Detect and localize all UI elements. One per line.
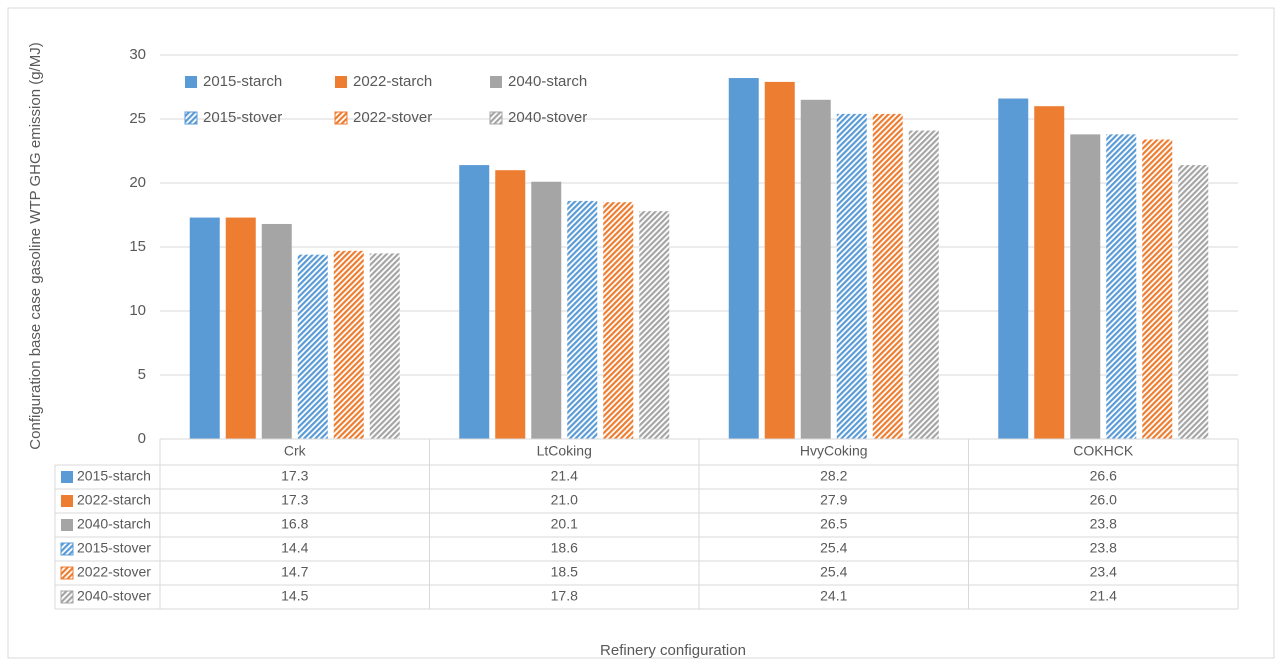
- table-cell: 26.5: [820, 516, 847, 532]
- bar: [1034, 106, 1065, 439]
- table-cell: 28.2: [820, 468, 847, 484]
- table-legend-key: [61, 471, 73, 483]
- legend-key: [489, 111, 503, 125]
- y-tick-label: 15: [129, 238, 146, 255]
- x-tick-label: LtCoking: [537, 443, 592, 459]
- table-cell: 17.3: [281, 492, 308, 508]
- table-cell: 18.5: [551, 564, 578, 580]
- table-legend-key: [61, 495, 73, 507]
- table-cell: 24.1: [820, 588, 847, 604]
- bar: [297, 254, 328, 439]
- bar: [495, 170, 526, 439]
- bar: [800, 99, 831, 440]
- bar: [567, 200, 598, 439]
- table-cell: 26.0: [1090, 492, 1117, 508]
- table-legend-key: [61, 519, 73, 531]
- bar: [728, 78, 759, 439]
- table-cell: 21.4: [1090, 588, 1117, 604]
- y-tick-label: 20: [129, 174, 146, 191]
- legend-label: 2015-starch: [203, 73, 282, 90]
- legend-key: [185, 76, 197, 88]
- table-cell: 21.4: [551, 468, 578, 484]
- table-cell: 25.4: [820, 540, 847, 556]
- y-tick-label: 25: [129, 110, 146, 127]
- table-cell: 18.6: [551, 540, 578, 556]
- table-cell: 25.4: [820, 564, 847, 580]
- legend-label: 2022-stover: [353, 109, 432, 126]
- y-tick-label: 0: [138, 430, 146, 447]
- table-cell: 17.8: [551, 588, 578, 604]
- y-axis-label: Configuration base case gasoline WTP GHG…: [27, 42, 44, 449]
- legend-key: [184, 111, 198, 125]
- bar: [189, 217, 220, 439]
- table-cell: 20.1: [551, 516, 578, 532]
- bar: [531, 181, 562, 439]
- table-cell: 27.9: [820, 492, 847, 508]
- bar: [836, 113, 867, 439]
- bar: [1070, 134, 1101, 440]
- bar: [603, 202, 634, 439]
- table-cell: 21.0: [551, 492, 578, 508]
- table-cell: 23.4: [1090, 564, 1117, 580]
- bar: [1178, 165, 1209, 439]
- x-axis-label: Refinery configuration: [600, 642, 746, 659]
- table-cell: 26.6: [1090, 468, 1117, 484]
- legend-label: 2015-stover: [203, 109, 282, 126]
- table-cell: 23.8: [1090, 516, 1117, 532]
- y-tick-label: 10: [129, 302, 146, 319]
- chart-frame: [7, 7, 1275, 659]
- bar: [225, 217, 256, 439]
- table-row-label: 2022-stover: [77, 564, 151, 580]
- table-row-label: 2015-stover: [77, 540, 151, 556]
- bar: [998, 98, 1029, 440]
- table-cell: 23.8: [1090, 540, 1117, 556]
- bar: [908, 130, 939, 439]
- legend-key: [490, 76, 502, 88]
- table-legend-key: [60, 590, 74, 604]
- table-row-label: 2022-starch: [77, 492, 151, 508]
- bar: [639, 211, 670, 439]
- y-tick-label: 5: [138, 366, 146, 383]
- bar: [872, 113, 903, 439]
- bar: [333, 250, 364, 439]
- bar: [764, 81, 795, 439]
- legend-label: 2022-starch: [353, 73, 432, 90]
- legend-key: [334, 111, 348, 125]
- bar: [459, 165, 490, 439]
- bar: [261, 223, 292, 439]
- table-cell: 16.8: [281, 516, 308, 532]
- table-legend-key: [60, 566, 74, 580]
- bar: [1142, 139, 1173, 440]
- table-cell: 14.4: [281, 540, 308, 556]
- table-row-label: 2015-starch: [77, 468, 151, 484]
- table-cell: 14.7: [281, 564, 308, 580]
- table-row-label: 2040-stover: [77, 588, 151, 604]
- x-tick-label: Crk: [284, 443, 307, 459]
- bar: [1106, 134, 1137, 440]
- legend-label: 2040-starch: [508, 73, 587, 90]
- x-tick-label: COKHCK: [1073, 443, 1134, 459]
- y-tick-label: 30: [129, 46, 146, 63]
- table-cell: 17.3: [281, 468, 308, 484]
- legend-key: [335, 76, 347, 88]
- table-legend-key: [60, 542, 74, 556]
- x-tick-label: HvyCoking: [800, 443, 868, 459]
- bar: [369, 253, 400, 439]
- table-row-label: 2040-starch: [77, 516, 151, 532]
- table-cell: 14.5: [281, 588, 308, 604]
- legend-label: 2040-stover: [508, 109, 587, 126]
